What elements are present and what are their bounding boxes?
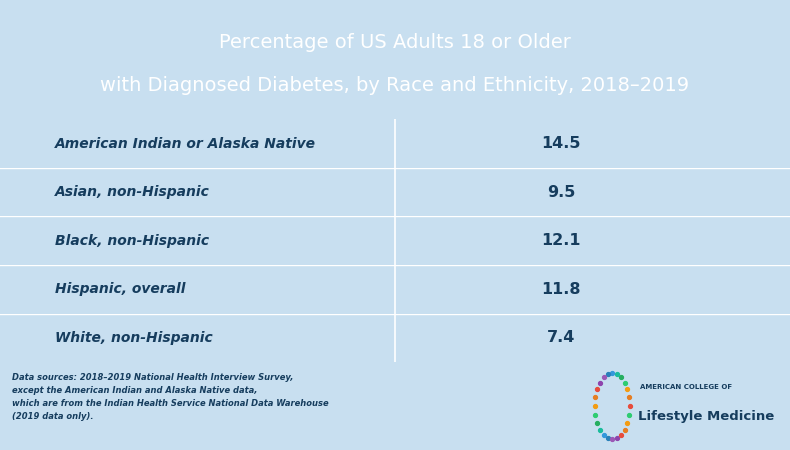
Text: AMERICAN COLLEGE OF: AMERICAN COLLEGE OF [640, 384, 732, 390]
Text: American Indian or Alaska Native: American Indian or Alaska Native [55, 136, 316, 151]
Text: Percentage of US Adults 18 or Older: Percentage of US Adults 18 or Older [219, 33, 571, 53]
Text: White, non-Hispanic: White, non-Hispanic [55, 331, 213, 345]
Text: 7.4: 7.4 [547, 330, 575, 346]
Text: Lifestyle Medicine: Lifestyle Medicine [638, 410, 774, 423]
Text: Asian, non-Hispanic: Asian, non-Hispanic [55, 185, 210, 199]
Text: 12.1: 12.1 [541, 233, 581, 248]
Text: Black, non-Hispanic: Black, non-Hispanic [55, 234, 209, 248]
Text: Data sources: 2018–2019 National Health Interview Survey,
except the American In: Data sources: 2018–2019 National Health … [12, 373, 329, 421]
Text: Hispanic, overall: Hispanic, overall [55, 282, 186, 297]
Text: 11.8: 11.8 [541, 282, 581, 297]
Text: 14.5: 14.5 [541, 136, 581, 151]
Text: with Diagnosed Diabetes, by Race and Ethnicity, 2018–2019: with Diagnosed Diabetes, by Race and Eth… [100, 76, 690, 95]
Text: 9.5: 9.5 [547, 184, 575, 200]
